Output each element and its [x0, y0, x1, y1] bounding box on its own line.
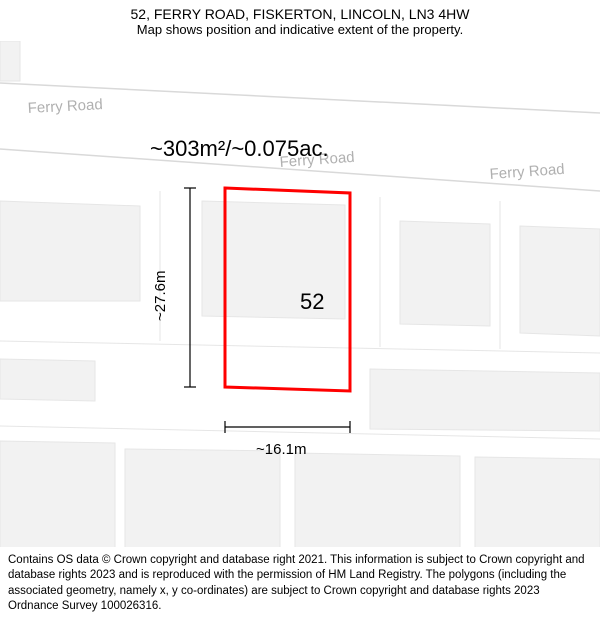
- building-footprint: [475, 457, 600, 551]
- building-footprint: [0, 441, 115, 551]
- building-footprint: [295, 453, 460, 551]
- building-footprint: [370, 369, 600, 431]
- dimension-vertical-label: ~27.6m: [152, 271, 169, 321]
- area-label: ~303m²/~0.075ac.: [150, 136, 329, 162]
- building-footprint: [520, 226, 600, 336]
- map-subtitle: Map shows position and indicative extent…: [0, 22, 600, 41]
- map-canvas: Ferry RoadFerry RoadFerry Road ~303m²/~0…: [0, 41, 600, 551]
- building-footprint: [0, 41, 20, 81]
- page: 52, FERRY ROAD, FISKERTON, LINCOLN, LN3 …: [0, 0, 600, 625]
- building-footprint: [125, 449, 280, 551]
- house-number: 52: [300, 289, 324, 315]
- building-footprint: [0, 359, 95, 401]
- copyright-text: Contains OS data © Crown copyright and d…: [0, 547, 600, 625]
- address-title: 52, FERRY ROAD, FISKERTON, LINCOLN, LN3 …: [0, 0, 600, 22]
- building-footprint: [0, 201, 140, 301]
- building-footprint: [400, 221, 490, 326]
- dimension-horizontal-label: ~16.1m: [256, 441, 306, 458]
